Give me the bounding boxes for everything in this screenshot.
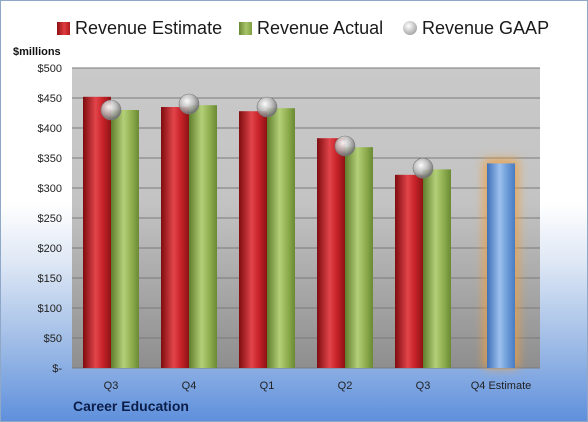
legend-item-revenue-actual: Revenue Actual: [239, 15, 383, 41]
marker-revenue-gaap: [412, 157, 434, 179]
y-tick-label: $450: [38, 93, 62, 105]
bar-q4-estimate: [487, 163, 515, 368]
bar-revenue-estimate: [161, 107, 189, 368]
y-tick-label: $250: [38, 213, 62, 225]
legend-label-gaap: Revenue GAAP: [422, 17, 550, 38]
legend-item-revenue-estimate: Revenue Estimate: [57, 15, 222, 41]
bar-revenue-actual: [111, 110, 139, 368]
marker-revenue-gaap: [100, 99, 122, 121]
x-tick-label: Q1: [260, 380, 275, 392]
legend-label-actual: Revenue Actual: [257, 17, 384, 38]
bar-revenue-actual: [267, 108, 295, 368]
gaap-markers: [100, 93, 434, 179]
marker-revenue-gaap: [178, 93, 200, 115]
x-tick-label: Q4 Estimate: [471, 380, 532, 392]
x-tick-label: Q4: [182, 380, 197, 392]
legend-swatch-estimate: [57, 21, 70, 35]
bar-revenue-estimate: [239, 111, 267, 368]
bar-revenue-actual: [423, 169, 451, 368]
bar-revenue-estimate: [83, 96, 111, 369]
y-tick-label: $-: [52, 363, 62, 375]
x-axis-ticks: Q3 Q4 Q1 Q2 Q3 Q4 Estimate: [104, 380, 532, 392]
unit-label: $millions: [13, 46, 61, 58]
marker-revenue-gaap: [256, 96, 278, 118]
bar-revenue-actual: [189, 105, 217, 368]
y-tick-label: $350: [38, 153, 62, 165]
bar-revenue-estimate: [317, 138, 345, 368]
gridlines: [72, 67, 540, 369]
bar-revenue-estimate: [395, 174, 423, 368]
y-tick-label: $100: [38, 303, 62, 315]
x-tick-label: Q3: [104, 380, 119, 392]
y-axis-ticks: $- $50 $100 $150 $200 $250 $300 $350 $400 $450 $50…: [38, 63, 63, 375]
y-tick-label: $200: [38, 243, 62, 255]
company-name: Career Education: [73, 398, 189, 414]
legend-swatch-gaap: [403, 21, 417, 35]
legend-swatch-actual: [239, 21, 252, 35]
marker-revenue-gaap: [334, 135, 356, 157]
legend-label-estimate: Revenue Estimate: [75, 17, 223, 38]
y-tick-label: $300: [38, 183, 62, 195]
y-tick-label: $150: [38, 273, 62, 285]
legend-item-revenue-gaap: Revenue GAAP: [403, 15, 549, 41]
y-tick-label: $50: [44, 333, 62, 345]
y-tick-label: $400: [38, 123, 62, 135]
x-tick-label: Q3: [416, 380, 431, 392]
y-tick-label: $500: [38, 63, 62, 75]
bar-revenue-actual: [345, 147, 373, 368]
chart-legend: Revenue Estimate Revenue Actual Revenue …: [1, 15, 587, 41]
bar-series: [83, 96, 518, 369]
x-tick-label: Q2: [338, 380, 353, 392]
